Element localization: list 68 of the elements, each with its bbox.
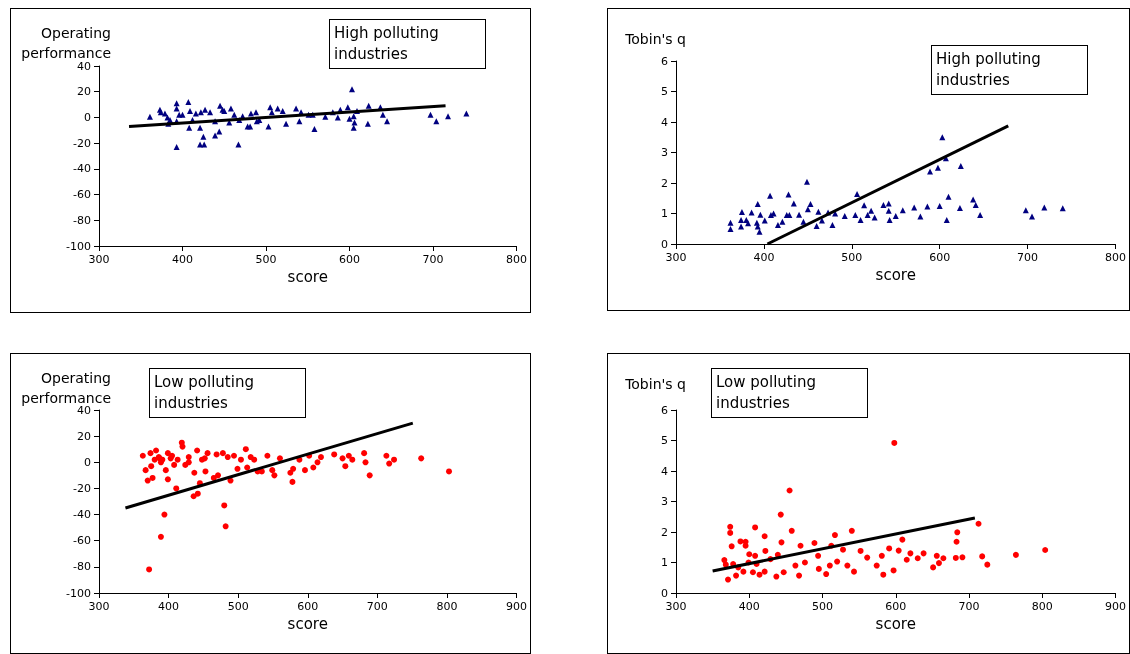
x-tick-label: 500 bbox=[255, 253, 277, 266]
y-tick-label: 40 bbox=[77, 403, 91, 417]
y-tick-label: 0 bbox=[661, 586, 668, 600]
x-tick-label: 700 bbox=[366, 600, 388, 613]
x-tick-label: 500 bbox=[841, 251, 863, 264]
y-axis-title: Operating performance bbox=[20, 24, 111, 62]
y-tick-label: 4 bbox=[661, 464, 668, 478]
annotation: High polluting industries bbox=[931, 45, 1088, 95]
x-tick-label: 400 bbox=[753, 251, 775, 264]
y-axis-title: Operating performance bbox=[20, 369, 111, 406]
x-tick-label: 800 bbox=[436, 600, 458, 613]
x-tick-label: 900 bbox=[506, 600, 527, 613]
x-tick-label: 600 bbox=[929, 251, 951, 264]
y-tick-label: -60 bbox=[73, 534, 91, 548]
x-axis-title: score bbox=[287, 615, 328, 634]
x-axis-title: score bbox=[875, 266, 916, 285]
y-tick-label: 6 bbox=[661, 54, 668, 68]
x-tick-label: 600 bbox=[297, 600, 319, 613]
y-tick-label: 0 bbox=[661, 237, 668, 251]
x-tick-label: 400 bbox=[172, 253, 193, 266]
x-axis-title: score bbox=[287, 268, 328, 287]
y-axis-title: Tobin's q bbox=[624, 375, 686, 394]
text: High polluting industries bbox=[329, 19, 486, 69]
x-tick-label: 300 bbox=[665, 600, 687, 613]
x-tick-label: 700 bbox=[1017, 251, 1039, 264]
x-tick-label: 700 bbox=[422, 253, 444, 266]
x-tick-label: 500 bbox=[812, 600, 833, 613]
y-tick-label: -100 bbox=[66, 586, 91, 600]
y-tick-label: 0 bbox=[84, 110, 91, 124]
x-tick-label: 300 bbox=[88, 600, 110, 613]
x-tick-label: 600 bbox=[885, 600, 907, 613]
y-tick-label: -60 bbox=[73, 188, 91, 202]
x-tick-label: 600 bbox=[339, 253, 360, 266]
annotation: Low polluting industries bbox=[149, 368, 306, 418]
annotation: Low polluting industries bbox=[711, 368, 868, 418]
y-tick-label: 20 bbox=[77, 85, 91, 99]
y-tick-label: -40 bbox=[73, 162, 91, 176]
y-tick-label: 3 bbox=[661, 495, 668, 508]
x-tick-label: 300 bbox=[665, 251, 687, 264]
x-tick-label: 400 bbox=[158, 600, 180, 613]
y-tick-label: 4 bbox=[661, 115, 668, 129]
y-tick-label: 1 bbox=[661, 207, 668, 220]
x-tick-label: 900 bbox=[1105, 600, 1126, 613]
x-tick-label: 800 bbox=[1031, 600, 1053, 613]
y-axis-title: Tobin's q bbox=[624, 30, 686, 49]
y-tick-label: 0 bbox=[84, 455, 91, 469]
y-tick-label: 40 bbox=[77, 59, 91, 73]
y-tick-label: -80 bbox=[73, 560, 91, 574]
x-tick-label: 400 bbox=[738, 600, 760, 613]
x-tick-label: 500 bbox=[227, 600, 249, 613]
x-tick-label: 800 bbox=[506, 253, 527, 266]
y-tick-label: 5 bbox=[661, 434, 668, 447]
y-tick-label: -80 bbox=[73, 213, 91, 227]
x-tick-label: 700 bbox=[958, 600, 980, 613]
y-tick-label: 2 bbox=[661, 525, 668, 539]
y-tick-label: 5 bbox=[661, 85, 668, 98]
y-tick-label: 1 bbox=[661, 556, 668, 569]
y-tick-label: -40 bbox=[73, 508, 91, 522]
x-axis-title: score bbox=[875, 615, 916, 634]
y-tick-label: 20 bbox=[77, 429, 91, 443]
y-tick-label: -20 bbox=[73, 481, 91, 495]
y-tick-label: -100 bbox=[66, 239, 91, 253]
x-tick-label: 800 bbox=[1105, 251, 1126, 264]
y-tick-label: 6 bbox=[661, 403, 668, 417]
y-tick-label: -20 bbox=[73, 136, 91, 150]
x-tick-label: 300 bbox=[88, 253, 110, 266]
y-tick-label: 3 bbox=[661, 146, 668, 159]
y-tick-label: 2 bbox=[661, 176, 668, 190]
